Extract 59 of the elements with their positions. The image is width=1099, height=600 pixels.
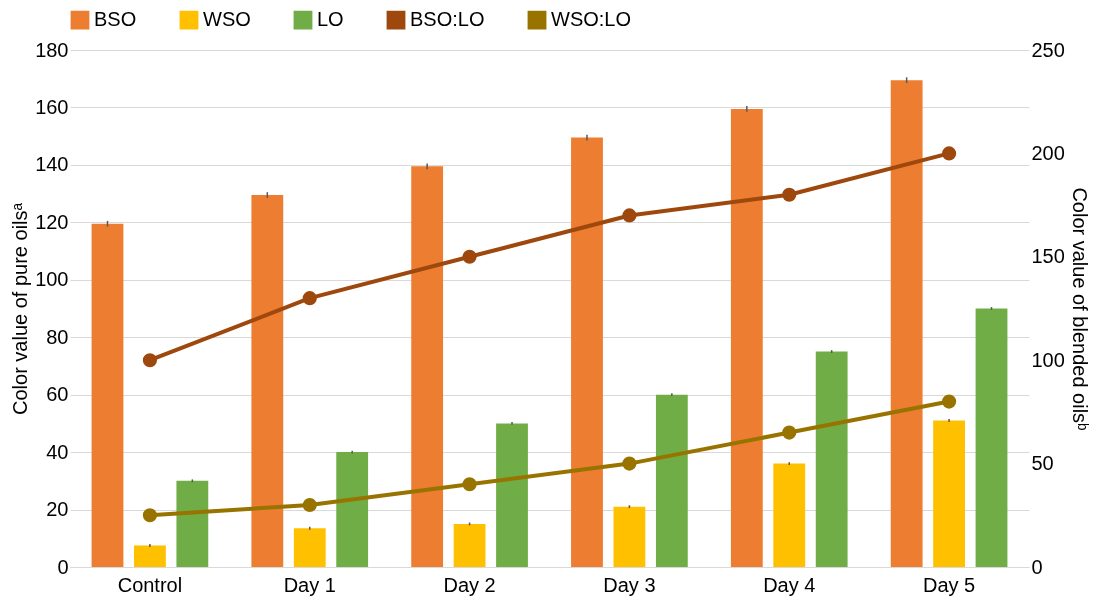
bar [251, 195, 284, 567]
bar [453, 523, 486, 567]
bar [336, 452, 369, 567]
bar [411, 166, 444, 567]
point [782, 425, 797, 440]
bar [571, 137, 603, 567]
bar [91, 223, 124, 567]
y2-tick-label: 0 [1031, 555, 1043, 578]
bar [655, 394, 688, 567]
y-tick-label: 160 [35, 95, 69, 118]
bar [496, 423, 528, 567]
y-tick-label: 20 [46, 498, 69, 521]
y2-tick-label: 50 [1031, 452, 1054, 475]
legend-label: WSO [203, 8, 251, 31]
bar [613, 506, 646, 567]
x-tick-label: Day 4 [763, 573, 816, 596]
bar [815, 351, 848, 567]
point [302, 497, 317, 513]
point [302, 291, 317, 306]
x-tick-label: Day 5 [922, 573, 976, 596]
y-tick-label: 60 [46, 383, 69, 406]
point [942, 146, 957, 161]
y-tick-label: 100 [35, 268, 69, 291]
bar [975, 308, 1008, 567]
x-tick-label: Day 2 [443, 573, 496, 596]
bar [176, 480, 209, 567]
bar [773, 463, 806, 567]
y2-tick-label: 150 [1031, 245, 1065, 268]
y2-tick-label: 250 [1031, 38, 1065, 61]
legend-label: BSO:LO [410, 8, 485, 31]
y-axis-title: Color value of pure oilsᵃ [9, 202, 32, 415]
y2-tick-label: 200 [1031, 141, 1065, 164]
x-tick-label: Control [117, 573, 183, 596]
bar [134, 545, 166, 567]
y2-tick-label: 100 [1031, 348, 1065, 371]
x-tick-label: Day 1 [283, 573, 336, 596]
legend-label: WSO:LO [551, 8, 632, 31]
y-tick-label: 80 [46, 325, 69, 348]
y-tick-label: 40 [46, 440, 69, 463]
bar [730, 108, 763, 567]
point [782, 187, 797, 202]
y-tick-label: 120 [35, 210, 69, 233]
point [462, 477, 477, 492]
x-tick-label: Day 3 [603, 573, 656, 596]
point [142, 353, 157, 368]
legend-label: BSO [94, 8, 137, 31]
y-tick-label: 180 [35, 38, 69, 61]
point [622, 456, 637, 471]
y-tick-label: 140 [35, 153, 69, 176]
y2-axis-title: Color value of blended oilsᵇ [1068, 187, 1091, 431]
point [942, 394, 957, 409]
bar [890, 80, 923, 567]
point [622, 208, 637, 223]
y-tick-label: 0 [57, 555, 69, 578]
point [462, 249, 477, 264]
bar [933, 420, 965, 567]
bar [293, 528, 326, 567]
legend-label: LO [317, 8, 344, 31]
point [142, 508, 157, 523]
